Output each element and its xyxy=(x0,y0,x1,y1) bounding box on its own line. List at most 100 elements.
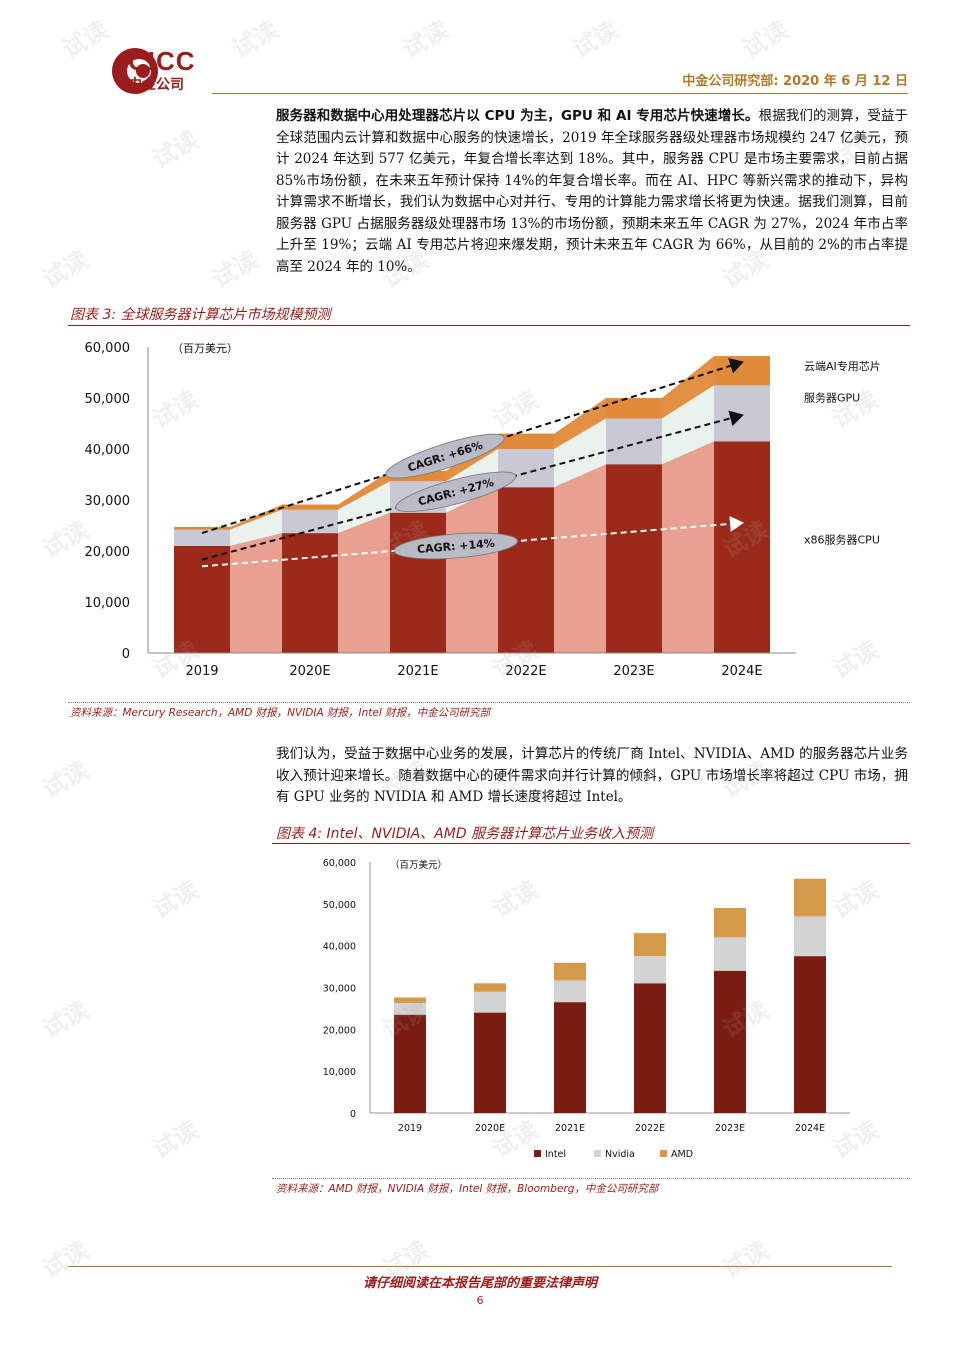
watermark-text: 试读 xyxy=(397,15,454,64)
legend-label-cpu: x86服务器CPU xyxy=(804,533,880,546)
bar-Intel-2023E xyxy=(714,970,746,1113)
unit-label: （百万美元） xyxy=(390,859,447,871)
bar-服务器GPU-2024E xyxy=(714,385,770,442)
bar-AMD-2024E xyxy=(794,878,826,917)
cagr-label: CAGR: +14% xyxy=(417,537,496,556)
x-tick-label: 2020E xyxy=(289,664,330,679)
figure-4-rule xyxy=(272,843,910,844)
legend-label-AMD: AMD xyxy=(671,1149,693,1160)
y-tick-label: 20,000 xyxy=(323,1025,356,1036)
bar-云端AI专用芯片-2022E xyxy=(498,433,554,449)
watermark-text: 试读 xyxy=(737,15,794,64)
bar-云端AI专用芯片-2020E xyxy=(282,504,338,510)
bar-Nvidia-2023E xyxy=(714,937,746,971)
figure-3-rule xyxy=(68,325,910,326)
y-tick-label: 20,000 xyxy=(85,545,131,560)
y-tick-label: 10,000 xyxy=(323,1067,356,1078)
watermark-text: 试读 xyxy=(147,875,204,924)
paragraph-2: 我们认为，受益于数据中心业务的发展，计算芯片的传统厂商 Intel、NVIDIA… xyxy=(276,746,908,805)
cagr-arrow xyxy=(201,410,744,561)
x-tick-label: 2023E xyxy=(715,1123,745,1134)
bar-x86服务器CPU-2020E xyxy=(282,533,338,653)
bar-Nvidia-2019 xyxy=(394,1002,426,1015)
legend-label-Intel: Intel xyxy=(545,1149,566,1160)
figure-4-source-rule xyxy=(272,1178,910,1179)
bar-AMD-2020E xyxy=(474,983,506,992)
x-tick-label: 2024E xyxy=(795,1123,825,1134)
bar-AMD-2023E xyxy=(714,908,746,938)
x-tick-label: 2020E xyxy=(475,1123,505,1134)
x-tick-label: 2023E xyxy=(613,664,654,679)
bar-Intel-2021E xyxy=(554,1002,586,1113)
bar-x86服务器CPU-2019 xyxy=(174,545,230,653)
bar-x86服务器CPU-2022E xyxy=(498,487,554,653)
x-tick-label: 2021E xyxy=(397,664,438,679)
paragraph-1-body: 根据我们的测算，受益于全球范围内云计算和数据中心服务的快速增长，2019 年全球… xyxy=(276,108,908,275)
legend-swatch-Nvidia xyxy=(594,1150,601,1157)
figure-3-source: 资料来源：Mercury Research，AMD 财报，NVIDIA 财报，I… xyxy=(70,707,491,719)
bar-AMD-2019 xyxy=(394,997,426,1003)
legend-label-ai: 云端AI专用芯片 xyxy=(804,359,881,373)
legend-label-gpu: 服务器GPU xyxy=(804,391,860,404)
paragraph-1: 服务器和数据中心用处理器芯片以 CPU 为主，GPU 和 AI 专用芯片快速增长… xyxy=(276,106,908,278)
bar-Intel-2022E xyxy=(634,983,666,1113)
y-tick-label: 30,000 xyxy=(85,494,131,509)
bar-Nvidia-2020E xyxy=(474,991,506,1013)
bar-x86服务器CPU-2023E xyxy=(606,464,662,653)
bar-Intel-2019 xyxy=(394,1014,426,1113)
bar-x86服务器CPU-2024E xyxy=(714,441,770,653)
y-tick-label: 0 xyxy=(350,1109,356,1120)
watermark-text: 试读 xyxy=(37,755,94,804)
figure-3-title: 图表 3: 全球服务器计算芯片市场规模预测 xyxy=(70,307,331,323)
bar-云端AI专用芯片-2023E xyxy=(606,398,662,419)
bar-Nvidia-2021E xyxy=(554,980,586,1003)
y-tick-label: 40,000 xyxy=(85,443,131,458)
x-tick-label: 2022E xyxy=(635,1123,665,1134)
bar-服务器GPU-2020E xyxy=(282,509,338,534)
bar-AMD-2022E xyxy=(634,933,666,957)
footer-divider xyxy=(68,1266,892,1267)
watermark-text: 试读 xyxy=(147,1115,204,1164)
cagr-label-bubble xyxy=(385,433,505,479)
y-tick-label: 30,000 xyxy=(323,984,356,995)
cicc-logo-mark xyxy=(112,48,158,94)
watermark-text: 试读 xyxy=(207,245,264,294)
x-tick-label: 2024E xyxy=(721,664,762,679)
bar-服务器GPU-2023E xyxy=(606,418,662,465)
cagr-label-group: CAGR: +14% xyxy=(393,532,519,560)
y-tick-label: 10,000 xyxy=(85,596,131,611)
report-date: 中金公司研究部: 2020 年 6 月 12 日 xyxy=(682,74,908,89)
watermark-text: 试读 xyxy=(567,15,624,64)
watermark-text: 试读 xyxy=(227,15,284,64)
bar-Nvidia-2024E xyxy=(794,916,826,957)
bar-x86服务器CPU-2021E xyxy=(390,512,446,653)
figure-4-chart: 0 10,000 20,000 30,000 40,000 50,000 60,000 （百万… xyxy=(323,858,850,1160)
page-number: 6 xyxy=(476,1294,484,1304)
legend-swatch-Intel xyxy=(534,1150,541,1157)
unit-label: （百万美元） xyxy=(172,342,238,355)
y-tick-label: 50,000 xyxy=(85,392,131,407)
x-tick-label: 2022E xyxy=(505,664,546,679)
y-tick-label: 40,000 xyxy=(323,942,356,953)
bar-Nvidia-2022E xyxy=(634,956,666,984)
y-tick-label: 60,000 xyxy=(323,858,356,869)
logo-chinese-name: 中金公司 xyxy=(128,77,184,93)
bar-服务器GPU-2019 xyxy=(174,529,230,546)
figure-4-source: 资料来源：AMD 财报，NVIDIA 财报，Intel 财报，Bloomberg… xyxy=(276,1183,659,1195)
x-tick-label: 2019 xyxy=(185,664,218,679)
cagr-label-bubble xyxy=(395,471,517,512)
cagr-label-bubble xyxy=(393,532,519,560)
figure-4-title: 图表 4: Intel、NVIDIA、AMD 服务器计算芯片业务收入预测 xyxy=(276,826,654,842)
y-tick-label: 50,000 xyxy=(323,900,356,911)
paragraph-1-lead: 服务器和数据中心用处理器芯片以 CPU 为主，GPU 和 AI 专用芯片快速增长… xyxy=(276,108,759,124)
legal-notice: 请仔细阅读在本报告尾部的重要法律声明 xyxy=(362,1276,597,1291)
figure-3-chart: 0 10,000 20,000 30,000 40,000 50,000 60,000 （百万… xyxy=(85,341,881,679)
watermark-text: 试读 xyxy=(37,245,94,294)
cagr-label-group: CAGR: +27% xyxy=(395,471,517,512)
watermark-text: 试读 xyxy=(147,125,204,174)
watermark-text: 试读 xyxy=(37,995,94,1044)
logo-wordmark: CICC xyxy=(128,46,196,76)
y-tick-label: 60,000 xyxy=(85,341,131,356)
bar-云端AI专用芯片-2019 xyxy=(174,527,230,530)
header-divider xyxy=(212,93,908,94)
